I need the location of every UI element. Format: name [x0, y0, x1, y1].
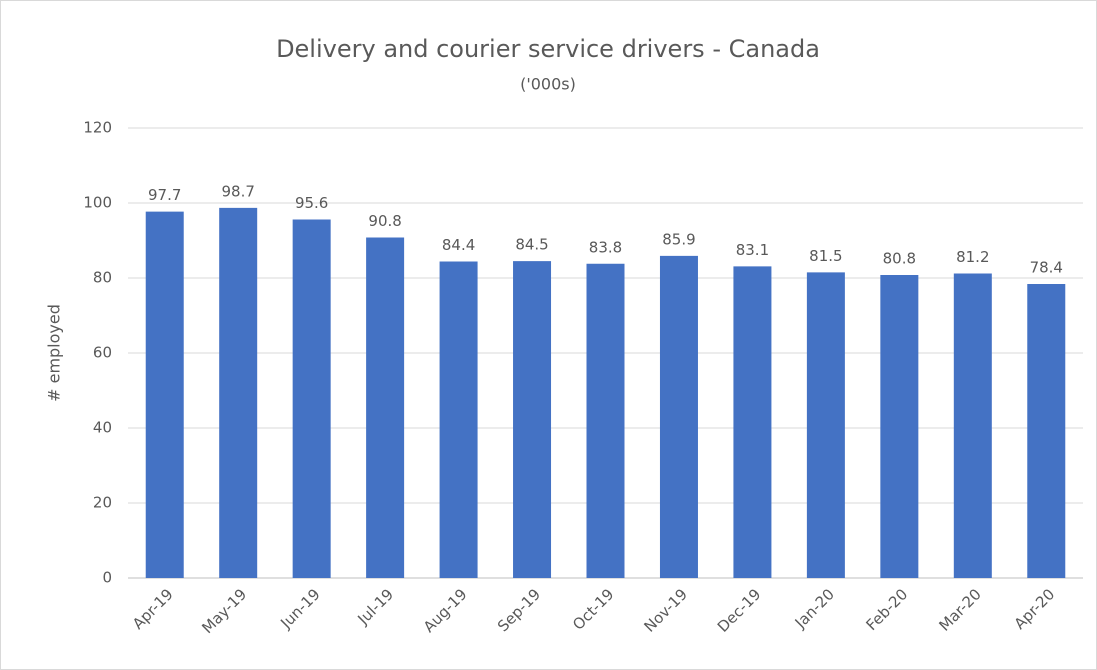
data-label: 83.8	[589, 238, 622, 256]
bar	[145, 211, 184, 578]
bar	[806, 272, 845, 578]
bar	[586, 263, 625, 578]
chart-subtitle: ('000s)	[520, 75, 576, 94]
bar	[880, 275, 919, 578]
data-label: 84.5	[515, 236, 548, 254]
chart-title: Delivery and courier service drivers - C…	[276, 35, 820, 63]
data-label: 83.1	[736, 241, 769, 259]
bar	[219, 207, 258, 578]
data-label: 84.4	[442, 236, 475, 254]
bar	[659, 255, 698, 578]
bar	[292, 219, 331, 578]
data-label: 81.5	[809, 247, 842, 265]
bar	[439, 261, 478, 578]
bar	[1027, 284, 1066, 578]
y-tick-label: 100	[83, 194, 112, 212]
data-label: 78.4	[1030, 259, 1063, 277]
y-tick-label: 80	[93, 269, 112, 287]
bar	[953, 273, 992, 578]
y-axis-label: # employed	[45, 304, 64, 402]
y-tick-label: 20	[93, 494, 112, 512]
data-label: 85.9	[662, 230, 695, 248]
bar	[513, 261, 552, 578]
data-label: 97.7	[148, 186, 181, 204]
y-tick-label: 40	[93, 419, 112, 437]
data-label: 98.7	[221, 182, 254, 200]
bar	[733, 266, 772, 578]
data-label: 95.6	[295, 194, 328, 212]
bar	[366, 237, 405, 578]
data-label: 90.8	[368, 212, 401, 230]
y-tick-label: 60	[93, 344, 112, 362]
y-tick-label: 0	[102, 569, 112, 587]
data-label: 81.2	[956, 248, 989, 266]
data-label: 80.8	[883, 250, 916, 268]
y-tick-label: 120	[83, 119, 112, 137]
